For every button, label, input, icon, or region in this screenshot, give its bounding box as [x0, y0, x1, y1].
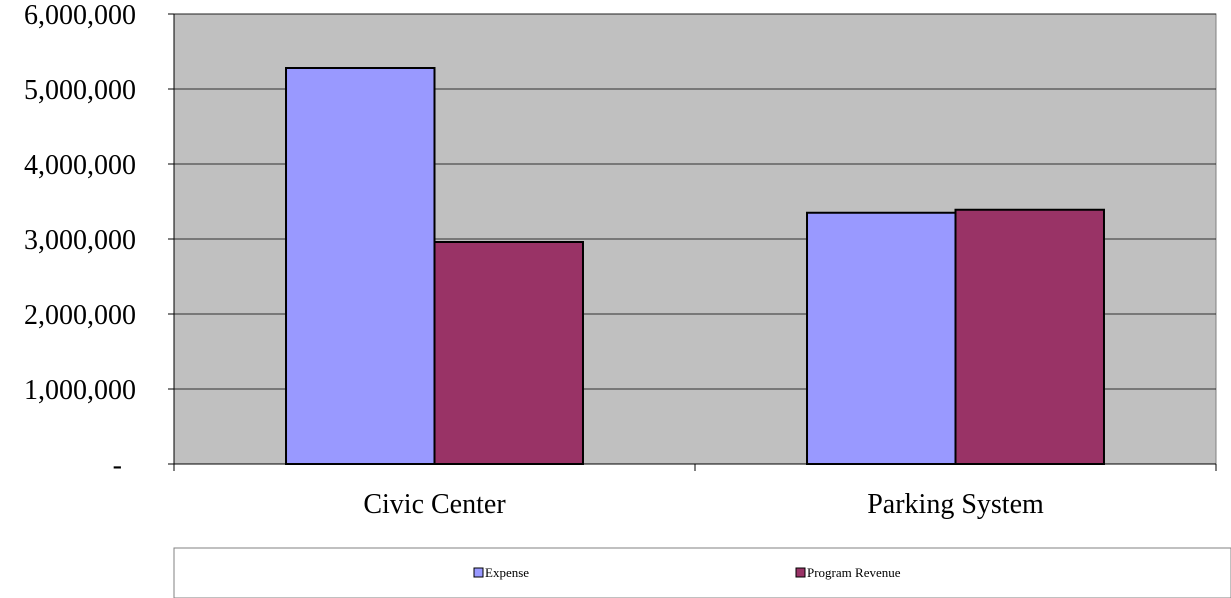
x-axis: Civic Center Parking System [173, 463, 1217, 520]
bar-program-revenue-civic-center [433, 241, 584, 465]
legend: Expense Program Revenue [173, 547, 1231, 598]
y-tick-label: 4,000,000 [24, 150, 136, 181]
y-tick-label: 6,000,000 [24, 0, 136, 31]
y-tick-label: 1,000,000 [24, 375, 136, 406]
y-tick-label: 5,000,000 [24, 75, 136, 106]
legend-label-program-revenue: Program Revenue [807, 565, 901, 580]
bars [285, 67, 1105, 465]
legend-label-expense: Expense [485, 565, 529, 580]
legend-box [173, 547, 1231, 598]
y-tick-label: - [113, 450, 122, 481]
x-category-label: Civic Center [363, 489, 506, 520]
x-category-label: Parking System [867, 489, 1044, 520]
y-tick-label: 2,000,000 [24, 300, 136, 331]
y-tick-label: 3,000,000 [24, 225, 136, 256]
bar-expense-civic-center [285, 67, 436, 465]
bar-program-revenue-parking-system [954, 208, 1105, 465]
legend-swatch-program-revenue [795, 567, 806, 578]
y-axis: - 1,000,000 2,000,000 3,000,000 4,000,000 5,0… [24, 0, 175, 481]
legend-swatch-expense [473, 567, 484, 578]
bar-expense-parking-system [806, 211, 957, 465]
